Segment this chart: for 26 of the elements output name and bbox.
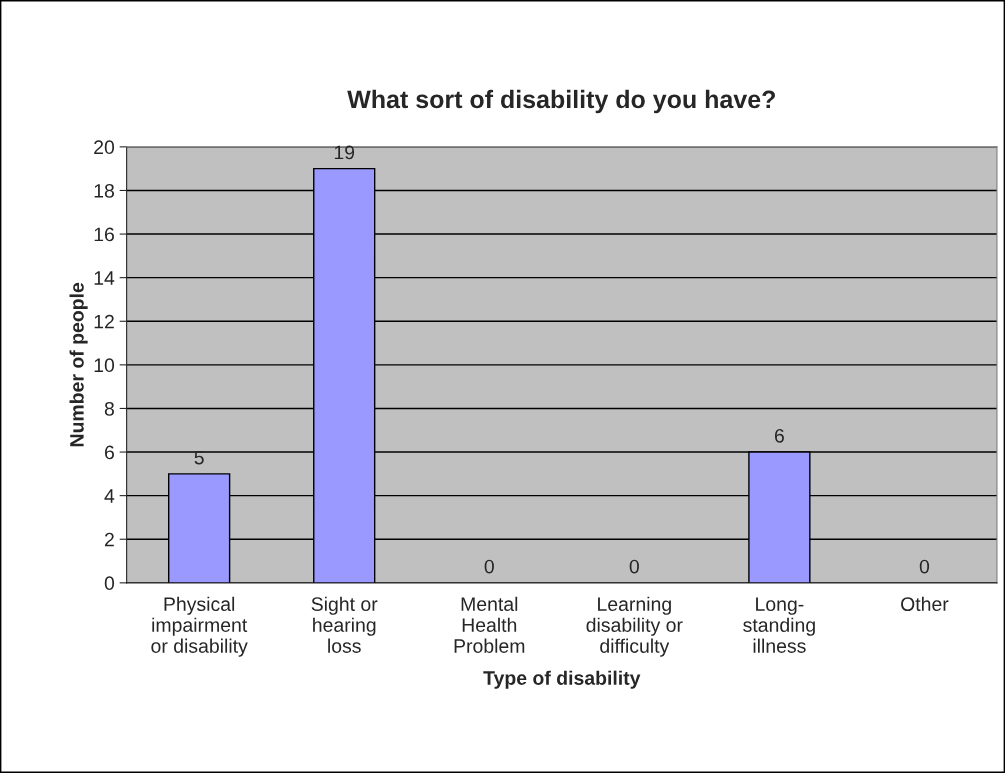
y-tick-label: 20 (94, 140, 115, 155)
x-tick-label: Other (901, 596, 949, 612)
y-tick-label: 6 (105, 445, 114, 460)
y-tick-label: 8 (104, 401, 114, 416)
x-tick-label: Physical impairment or disability (151, 596, 248, 657)
data-label: 0 (629, 559, 639, 574)
x-tick-label: Sight or hearing loss (311, 596, 378, 653)
y-tick-label: 10 (94, 358, 115, 373)
y-tick-label: 16 (94, 227, 114, 242)
data-label: 19 (334, 145, 355, 160)
y-tick-label: 0 (104, 576, 115, 591)
y-tick-label: 12 (94, 314, 114, 329)
chart-title: What sort of disability do you have? (347, 89, 775, 114)
y-tick-label: 2 (104, 532, 114, 547)
x-tick-label: Learning disability or difficulty (586, 596, 683, 657)
data-label: 5 (194, 450, 204, 465)
y-tick-label: 18 (94, 183, 114, 198)
x-axis-title: Type of disability (483, 670, 641, 689)
y-tick-label: 14 (94, 271, 115, 285)
data-label: 0 (919, 559, 930, 574)
x-tick-label: Long- standing illness (743, 597, 815, 653)
data-label: 0 (484, 559, 494, 574)
x-tick-label: Mental Health Problem (454, 596, 525, 653)
data-label: 6 (774, 428, 784, 443)
y-axis-title: Number of people (69, 282, 88, 447)
y-tick-label: 4 (104, 489, 115, 503)
